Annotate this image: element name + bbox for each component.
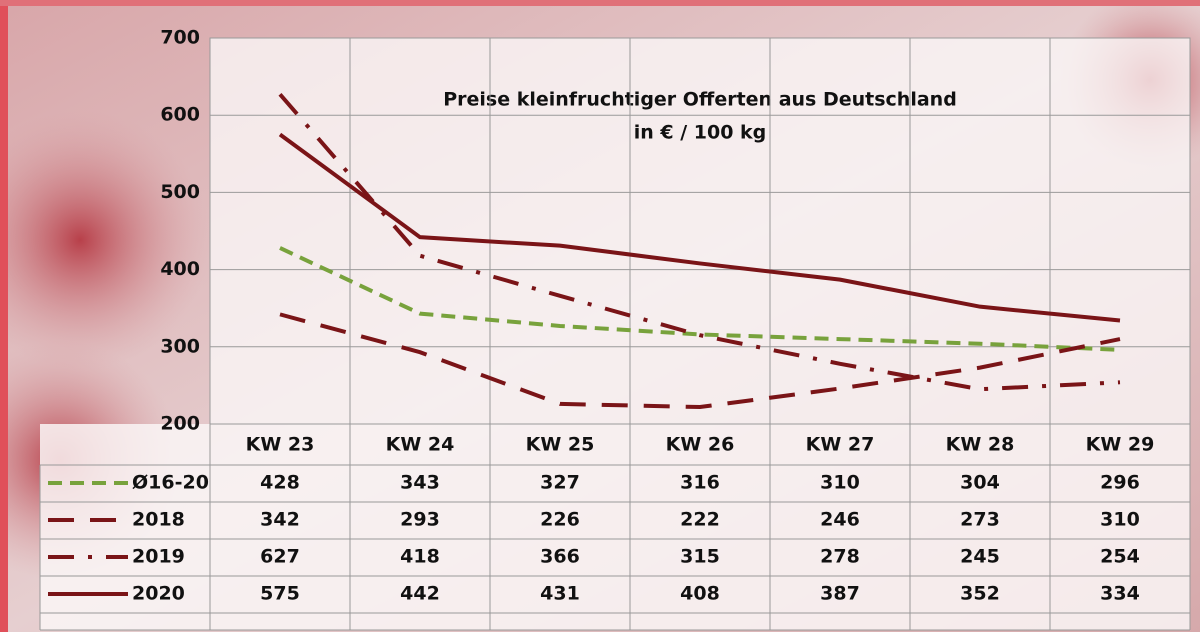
table-value: 278 xyxy=(820,546,860,568)
top-border xyxy=(0,0,1200,6)
table-value: 342 xyxy=(260,509,300,531)
table-value: 296 xyxy=(1100,472,1140,494)
series-line xyxy=(278,93,1121,392)
table-value: 431 xyxy=(540,583,580,605)
left-border xyxy=(0,0,8,632)
table-value: 245 xyxy=(960,546,1000,568)
table-value: 387 xyxy=(820,583,860,605)
table-value: 226 xyxy=(540,509,580,531)
chart-title: Preise kleinfruchtiger Offerten aus Deut… xyxy=(443,89,957,111)
x-tick-label: KW 27 xyxy=(806,434,875,456)
x-tick-label: KW 29 xyxy=(1086,434,1155,456)
table-value: 366 xyxy=(540,546,580,568)
x-tick-label: KW 26 xyxy=(666,434,735,456)
background-blob xyxy=(0,110,210,370)
table-value: 316 xyxy=(680,472,720,494)
table-value: 352 xyxy=(960,583,1000,605)
table-value: 315 xyxy=(680,546,720,568)
table-value: 254 xyxy=(1100,546,1140,568)
table-value: 428 xyxy=(260,472,300,494)
chart-subtitle: in € / 100 kg xyxy=(634,122,767,144)
table-value: 418 xyxy=(400,546,440,568)
table-value: 304 xyxy=(960,472,1000,494)
legend-label: Ø16-20 xyxy=(132,472,209,494)
table-value: 334 xyxy=(1100,583,1140,605)
legend-label: 2019 xyxy=(132,546,185,568)
x-tick-label: KW 28 xyxy=(946,434,1015,456)
table-value: 310 xyxy=(820,472,860,494)
table-value: 310 xyxy=(1100,509,1140,531)
y-tick-label: 200 xyxy=(160,413,200,435)
y-tick-label: 400 xyxy=(160,258,200,280)
x-tick-label: KW 23 xyxy=(246,434,315,456)
series-line xyxy=(279,246,1121,352)
table-value: 408 xyxy=(680,583,720,605)
table-value: 627 xyxy=(260,546,300,568)
data-table xyxy=(40,424,1190,630)
y-tick-label: 500 xyxy=(160,181,200,203)
legend-label: 2018 xyxy=(132,509,185,531)
table-value: 575 xyxy=(260,583,300,605)
table-value: 293 xyxy=(400,509,440,531)
y-tick-label: 600 xyxy=(160,104,200,126)
x-tick-label: KW 24 xyxy=(386,434,455,456)
table-value: 246 xyxy=(820,509,860,531)
table-value: 327 xyxy=(540,472,580,494)
y-tick-label: 300 xyxy=(160,335,200,357)
series-line xyxy=(279,312,1121,410)
table-value: 442 xyxy=(400,583,440,605)
table-value: 343 xyxy=(400,472,440,494)
table-value: 222 xyxy=(680,509,720,531)
series-line xyxy=(278,132,1121,323)
y-tick-label: 700 xyxy=(160,27,200,49)
legend-label: 2020 xyxy=(132,583,185,605)
x-tick-label: KW 25 xyxy=(526,434,595,456)
table-value: 273 xyxy=(960,509,1000,531)
